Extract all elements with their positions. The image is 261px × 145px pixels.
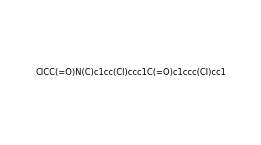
Text: ClCC(=O)N(C)c1cc(Cl)ccc1C(=O)c1ccc(Cl)cc1: ClCC(=O)N(C)c1cc(Cl)ccc1C(=O)c1ccc(Cl)cc… [35, 68, 226, 77]
